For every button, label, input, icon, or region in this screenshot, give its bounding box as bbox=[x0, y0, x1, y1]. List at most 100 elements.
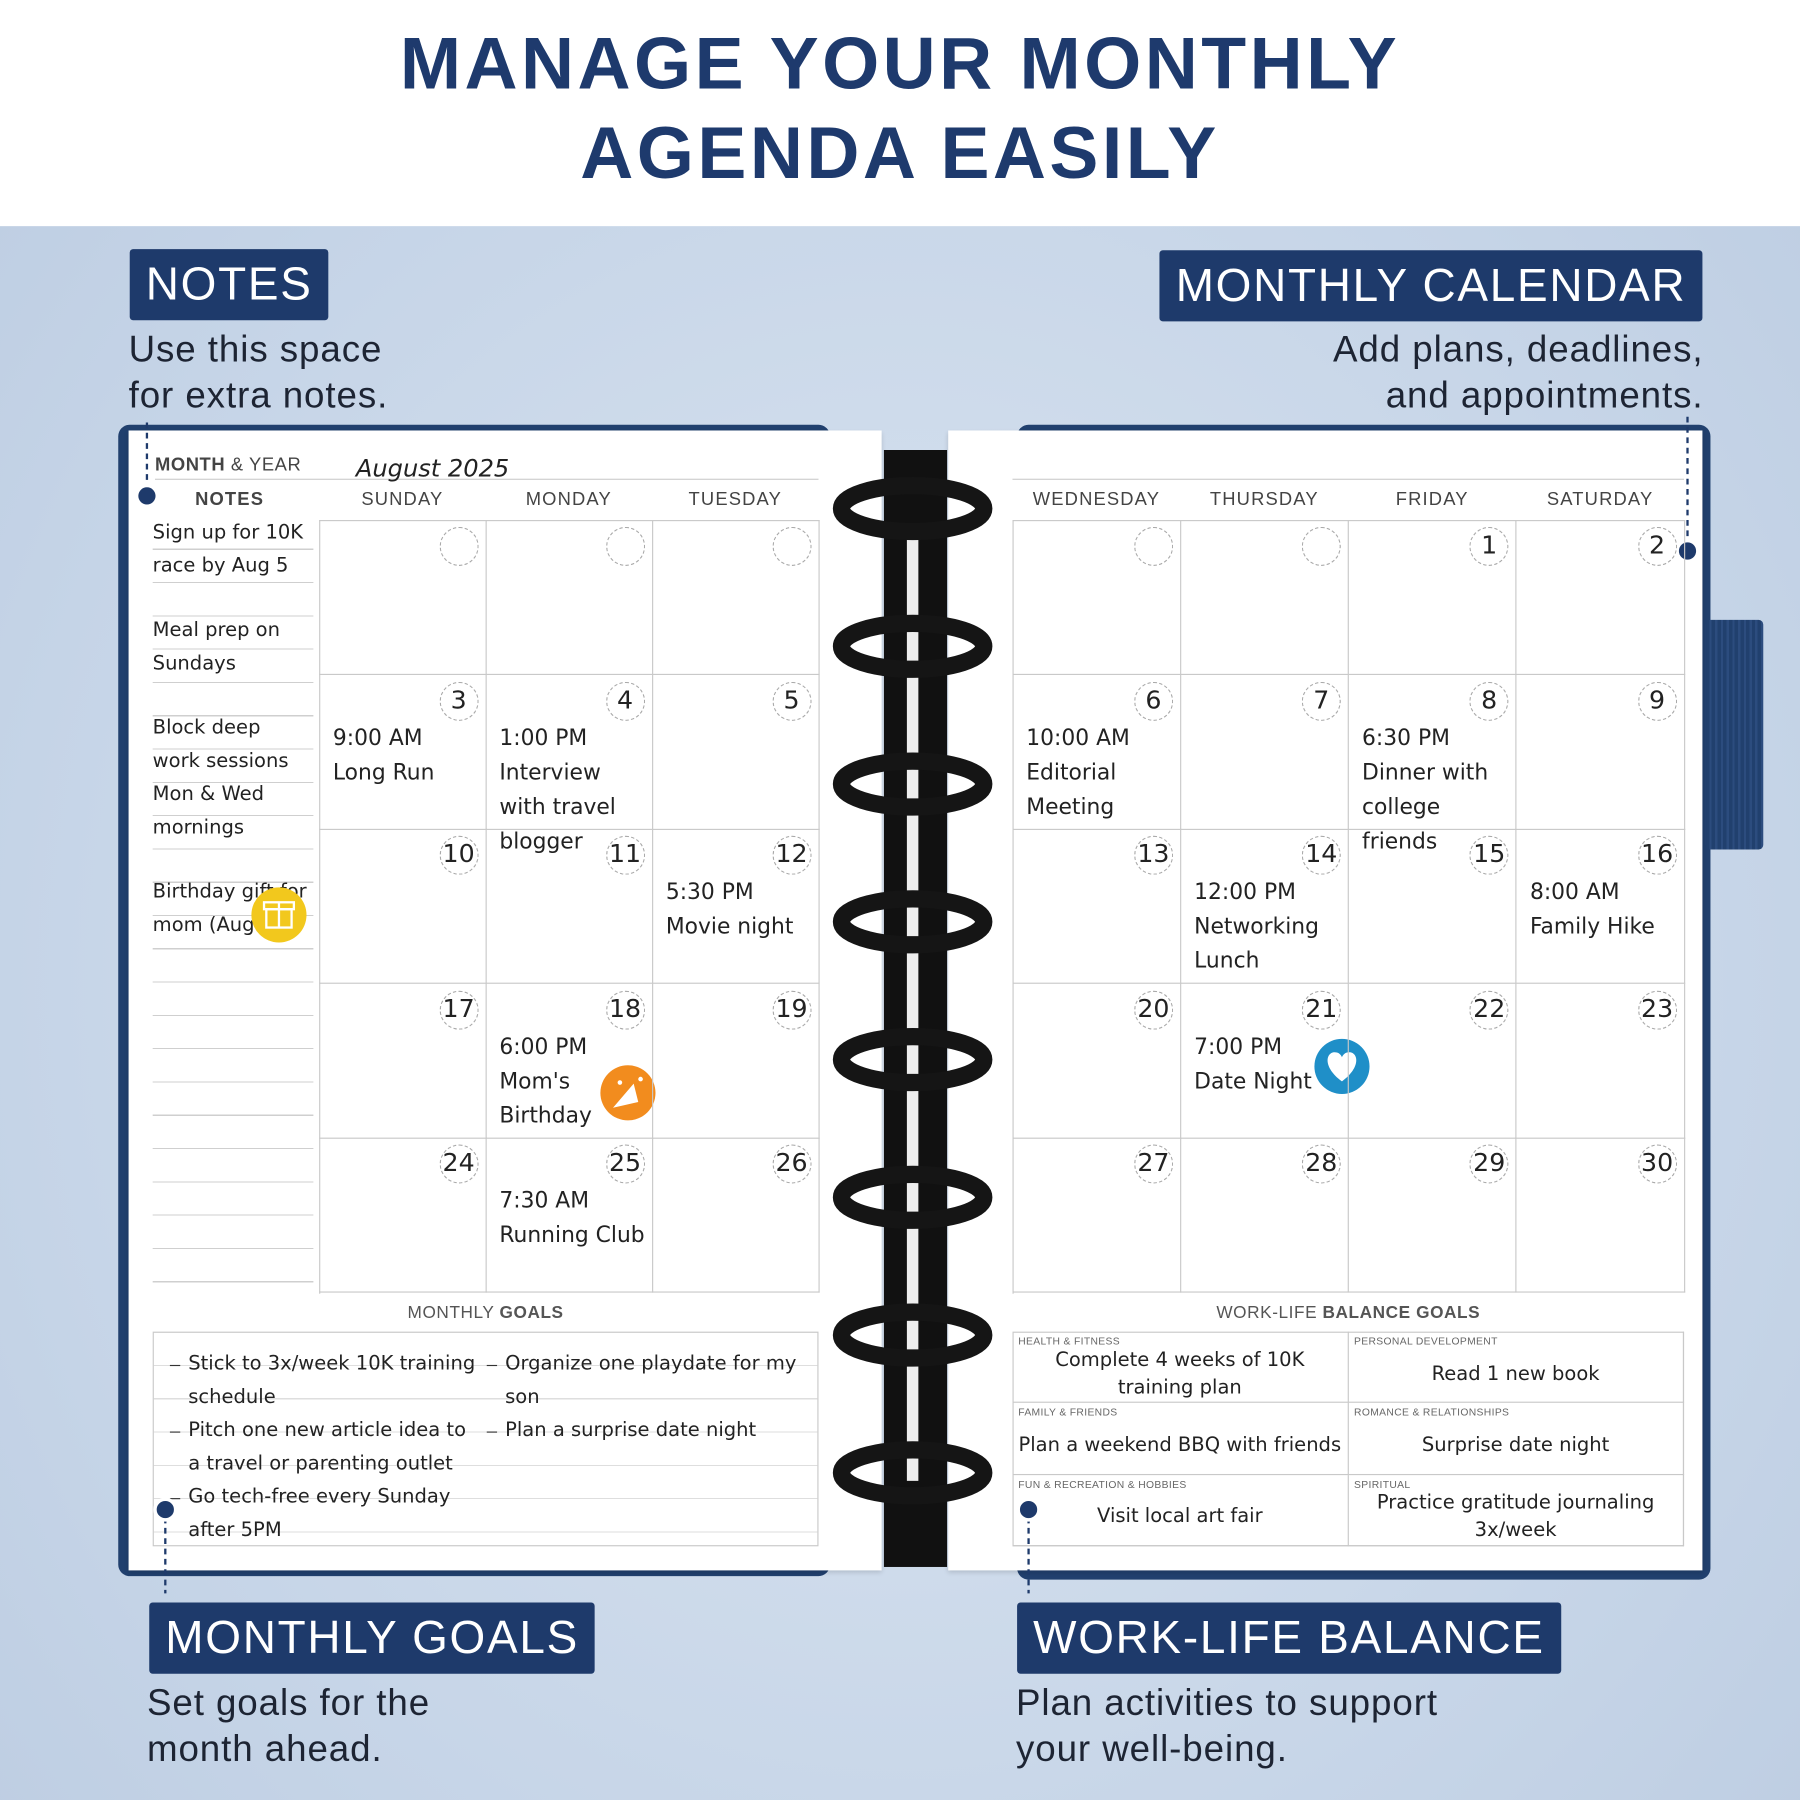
calendar-cell: 10 bbox=[319, 829, 487, 985]
goal: Plan a surprise date night bbox=[484, 1414, 811, 1447]
callout-label: MONTHLY GOALS bbox=[149, 1602, 596, 1674]
date: 27 bbox=[1133, 1144, 1173, 1184]
callout-text: month ahead. bbox=[146, 1727, 383, 1770]
day-header: SATURDAY bbox=[1546, 490, 1654, 510]
calendar-cell: 30 bbox=[1516, 1138, 1685, 1294]
calendar-cell: 28 bbox=[1180, 1138, 1349, 1294]
goal: Pitch one new article idea to a travel o… bbox=[168, 1414, 478, 1481]
event-time: 6:00 PM bbox=[499, 1034, 588, 1060]
event-time: 7:30 AM bbox=[499, 1188, 590, 1214]
date: 22 bbox=[1469, 990, 1509, 1030]
calendar-cell: 4 1:00 PM Interview with travel blogger bbox=[485, 674, 653, 854]
date: 26 bbox=[772, 1144, 812, 1184]
date: 23 bbox=[1637, 990, 1677, 1030]
gift-icon bbox=[251, 887, 307, 943]
event: 1:00 PM Interview with travel blogger bbox=[499, 720, 651, 858]
date: 12 bbox=[772, 835, 812, 875]
notes-label: NOTES bbox=[195, 490, 265, 510]
calendar-cell: 3 9:00 AM Long Run bbox=[319, 674, 487, 830]
date: 17 bbox=[439, 990, 479, 1030]
grid-right bbox=[1012, 520, 1686, 1294]
calendar-cell: 23 bbox=[1516, 983, 1685, 1139]
event: 6:30 PM Dinner with college friends bbox=[1362, 720, 1514, 858]
goal-column: Organize one playdate for my son Plan a s… bbox=[484, 1348, 811, 1448]
date: 25 bbox=[605, 1144, 645, 1184]
heading-light: WORK-LIFE bbox=[1216, 1302, 1318, 1323]
balance-goal: Practice gratitude journaling 3x/week bbox=[1376, 1491, 1655, 1542]
date: 4 bbox=[605, 681, 645, 721]
balance-goal: Visit local art fair bbox=[1097, 1505, 1263, 1529]
label-light: & YEAR bbox=[230, 455, 302, 476]
calendar-cell: 11 bbox=[485, 829, 653, 985]
label-bold: MONTH bbox=[154, 455, 226, 476]
event: 10:00 AM Editorial Meeting bbox=[1026, 720, 1178, 823]
balance-cell: ROMANCE & RELATIONSHIPS Surprise date nig… bbox=[1348, 1403, 1685, 1475]
elastic-band bbox=[1705, 619, 1764, 850]
balance-category: FAMILY & FRIENDS bbox=[1018, 1406, 1118, 1419]
ring bbox=[832, 614, 993, 678]
title-line: AGENDA EASILY bbox=[580, 111, 1220, 195]
event-time: 9:00 AM bbox=[332, 725, 423, 751]
heart-icon bbox=[1314, 1038, 1370, 1095]
note: Sign up for 10K race by Aug 5 bbox=[152, 521, 304, 578]
event-text: Date Night bbox=[1194, 1068, 1312, 1094]
balance-cell: PERSONAL DEVELOPMENT Read 1 new book bbox=[1348, 1331, 1685, 1404]
calendar-cell: 20 bbox=[1012, 983, 1181, 1139]
rings bbox=[832, 476, 993, 1505]
calendar-cell bbox=[1180, 520, 1349, 676]
date-circle bbox=[605, 526, 645, 566]
calendar-cell: 2 bbox=[1516, 520, 1685, 676]
date: 2 bbox=[1637, 526, 1677, 566]
ring bbox=[832, 1303, 993, 1367]
event-time: 6:30 PM bbox=[1362, 725, 1450, 751]
header: MANAGE YOUR MONTHLY AGENDA EASILY bbox=[0, 0, 1800, 227]
heading-bold: GOALS bbox=[499, 1302, 564, 1323]
calendar-cell: 1 bbox=[1348, 520, 1517, 676]
heading-bold: BALANCE GOALS bbox=[1322, 1302, 1481, 1323]
ring bbox=[832, 476, 993, 541]
date: 3 bbox=[439, 681, 479, 721]
event-time: 1:00 PM bbox=[499, 725, 588, 751]
date: 24 bbox=[439, 1144, 479, 1184]
calendar-cell: 16 8:00 AM Family Hike bbox=[1516, 829, 1685, 985]
calendar-cell: 8 6:30 PM Dinner with college friends bbox=[1348, 674, 1517, 854]
goals-heading: MONTHLY GOALS bbox=[153, 1303, 819, 1323]
heading-light: MONTHLY bbox=[407, 1302, 495, 1323]
date: 18 bbox=[605, 990, 645, 1030]
balance-goal: Surprise date night bbox=[1421, 1433, 1610, 1457]
balance-cell: HEALTH & FITNESS Complete 4 weeks of 10K … bbox=[1012, 1331, 1349, 1404]
month-year: August 2025 bbox=[355, 454, 510, 483]
date: 10 bbox=[439, 835, 479, 875]
goal-column: Stick to 3x/week 10K training schedule Pi… bbox=[168, 1348, 478, 1548]
callout-text: and appointments. bbox=[1385, 374, 1704, 416]
day-header: TUESDAY bbox=[688, 490, 782, 510]
date: 11 bbox=[605, 835, 645, 875]
calendar-cell: 25 7:30 AM Running Club bbox=[485, 1138, 653, 1294]
event-text: Family Hike bbox=[1529, 913, 1655, 940]
date: 14 bbox=[1301, 835, 1341, 875]
rule bbox=[1012, 478, 1685, 480]
grid-left bbox=[319, 520, 820, 1294]
date: 7 bbox=[1301, 681, 1341, 721]
calendar-cell: 27 bbox=[1012, 1138, 1181, 1294]
date: 16 bbox=[1637, 835, 1677, 875]
event: 5:30 PM Movie night bbox=[666, 875, 818, 944]
date: 21 bbox=[1301, 990, 1341, 1030]
date-circle bbox=[1133, 526, 1173, 566]
balance-cell: SPIRITUAL Practice gratitude journaling 3… bbox=[1348, 1474, 1685, 1547]
date-circle bbox=[772, 526, 812, 566]
goals-box bbox=[152, 1331, 819, 1547]
calendar-cell: 7 bbox=[1180, 674, 1349, 830]
day-header: WEDNESDAY bbox=[1032, 490, 1161, 510]
event-text: Editorial Meeting bbox=[1026, 759, 1117, 820]
date: 6 bbox=[1133, 681, 1173, 721]
calendar-cell: 24 bbox=[319, 1138, 487, 1294]
balance-cell: FAMILY & FRIENDS Plan a weekend BBQ with … bbox=[1012, 1403, 1349, 1475]
calendar-cell: 18 6:00 PM Mom's Birthday bbox=[485, 983, 653, 1139]
event-text: Dinner with college friends bbox=[1362, 759, 1489, 854]
balance-heading: WORK-LIFE BALANCE GOALS bbox=[1013, 1303, 1685, 1323]
ring bbox=[832, 1165, 993, 1229]
day-header: SUNDAY bbox=[361, 490, 444, 510]
